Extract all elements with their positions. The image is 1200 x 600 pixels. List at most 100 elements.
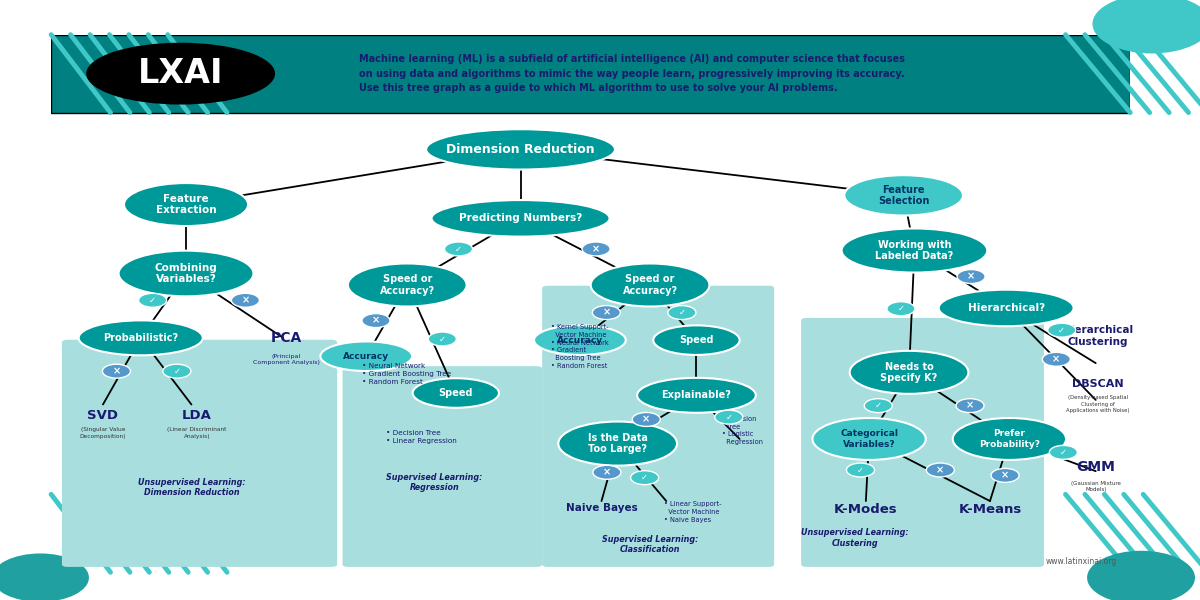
Text: Explainable?: Explainable? bbox=[661, 391, 731, 400]
Text: Combining
Variables?: Combining Variables? bbox=[155, 263, 217, 284]
Circle shape bbox=[1092, 0, 1200, 53]
Text: (Principal
Component Analysis): (Principal Component Analysis) bbox=[253, 354, 320, 365]
Text: ✓: ✓ bbox=[725, 413, 732, 422]
Text: ✓: ✓ bbox=[439, 334, 446, 343]
Text: ✓: ✓ bbox=[898, 304, 905, 313]
Circle shape bbox=[926, 463, 954, 477]
Text: • Neural Network
• Gradient Boosting Tree
• Random Forest: • Neural Network • Gradient Boosting Tre… bbox=[362, 363, 451, 385]
Ellipse shape bbox=[320, 341, 412, 371]
Text: Working with
Labeled Data?: Working with Labeled Data? bbox=[875, 240, 954, 262]
Text: ×: × bbox=[1001, 470, 1009, 481]
Text: (Linear Discriminant
Analysis): (Linear Discriminant Analysis) bbox=[167, 427, 227, 439]
Circle shape bbox=[846, 463, 875, 477]
Circle shape bbox=[1043, 352, 1070, 367]
Text: ×: × bbox=[966, 401, 974, 410]
Text: • Decision Tree
• Linear Regression: • Decision Tree • Linear Regression bbox=[385, 430, 456, 444]
Text: ✓: ✓ bbox=[641, 473, 648, 482]
Text: Probabilistic?: Probabilistic? bbox=[103, 333, 179, 343]
Text: ×: × bbox=[113, 366, 120, 376]
Circle shape bbox=[1087, 551, 1195, 600]
Ellipse shape bbox=[534, 325, 625, 355]
Text: ×: × bbox=[936, 465, 944, 475]
Circle shape bbox=[582, 242, 610, 256]
Ellipse shape bbox=[124, 183, 248, 226]
Text: ✓: ✓ bbox=[455, 244, 462, 253]
Text: ×: × bbox=[967, 272, 976, 281]
Text: Feature
Extraction: Feature Extraction bbox=[156, 194, 216, 215]
Text: (Singular Value
Decomposition): (Singular Value Decomposition) bbox=[79, 427, 126, 439]
Circle shape bbox=[991, 469, 1019, 482]
Text: Accuracy: Accuracy bbox=[557, 335, 602, 344]
Circle shape bbox=[102, 364, 131, 378]
Text: Speed or
Accuracy?: Speed or Accuracy? bbox=[379, 274, 434, 296]
Text: ×: × bbox=[241, 295, 250, 305]
Text: ✓: ✓ bbox=[678, 308, 685, 317]
Circle shape bbox=[1049, 445, 1078, 460]
Circle shape bbox=[163, 364, 191, 378]
Text: GMM: GMM bbox=[1076, 460, 1115, 473]
Ellipse shape bbox=[426, 129, 614, 170]
Text: SVD: SVD bbox=[88, 409, 119, 422]
Ellipse shape bbox=[119, 251, 253, 296]
Circle shape bbox=[428, 332, 456, 346]
Circle shape bbox=[958, 269, 985, 284]
FancyBboxPatch shape bbox=[542, 286, 774, 567]
Circle shape bbox=[593, 305, 620, 320]
FancyBboxPatch shape bbox=[802, 318, 1044, 567]
Text: LDA: LDA bbox=[182, 409, 211, 422]
Text: ✓: ✓ bbox=[173, 367, 180, 376]
Ellipse shape bbox=[590, 263, 709, 307]
Ellipse shape bbox=[841, 229, 988, 272]
FancyBboxPatch shape bbox=[52, 35, 1130, 113]
Ellipse shape bbox=[812, 418, 925, 460]
Ellipse shape bbox=[558, 422, 677, 466]
Text: Categorical
Variables?: Categorical Variables? bbox=[840, 429, 898, 449]
Text: Speed: Speed bbox=[438, 388, 473, 398]
Text: • Kernel Support-
  Vector Machine
• Neural Network
• Gradient
  Boosting Tree
•: • Kernel Support- Vector Machine • Neura… bbox=[551, 324, 608, 369]
Text: Unsupervised Learning:
Clustering: Unsupervised Learning: Clustering bbox=[802, 528, 908, 548]
Text: Predicting Numbers?: Predicting Numbers? bbox=[458, 214, 582, 223]
Ellipse shape bbox=[850, 351, 968, 394]
Text: Unsupervised Learning:
Dimension Reduction: Unsupervised Learning: Dimension Reducti… bbox=[138, 478, 245, 497]
Text: ✓: ✓ bbox=[1060, 448, 1067, 457]
Text: DBSCAN: DBSCAN bbox=[1072, 379, 1123, 389]
Text: (Density-based Spatial
Clustering of
Applications with Noise): (Density-based Spatial Clustering of App… bbox=[1066, 395, 1129, 413]
Text: ×: × bbox=[592, 244, 600, 254]
Text: Accuracy: Accuracy bbox=[343, 352, 389, 361]
Ellipse shape bbox=[432, 200, 610, 236]
Text: www.latinxinai.org: www.latinxinai.org bbox=[1046, 557, 1117, 566]
Ellipse shape bbox=[938, 290, 1074, 326]
Text: ×: × bbox=[602, 467, 611, 478]
Ellipse shape bbox=[86, 43, 275, 104]
Circle shape bbox=[668, 305, 696, 320]
Text: Hierarchical
Clustering: Hierarchical Clustering bbox=[1062, 325, 1134, 347]
Text: PCA: PCA bbox=[271, 331, 302, 345]
Ellipse shape bbox=[845, 175, 962, 215]
Text: K-Modes: K-Modes bbox=[834, 503, 898, 517]
Text: Feature
Selection: Feature Selection bbox=[878, 185, 929, 206]
Text: ×: × bbox=[602, 308, 611, 317]
Circle shape bbox=[887, 302, 914, 316]
Text: Speed: Speed bbox=[679, 335, 714, 345]
FancyBboxPatch shape bbox=[342, 366, 542, 567]
Circle shape bbox=[631, 470, 659, 485]
Text: Is the Data
Too Large?: Is the Data Too Large? bbox=[588, 433, 648, 454]
Text: Supervised Learning:
Classification: Supervised Learning: Classification bbox=[602, 535, 698, 554]
Text: K-Means: K-Means bbox=[959, 503, 1021, 517]
Circle shape bbox=[956, 398, 984, 413]
Text: ×: × bbox=[1052, 355, 1061, 364]
Text: Supervised Learning:
Regression: Supervised Learning: Regression bbox=[386, 473, 482, 493]
Ellipse shape bbox=[637, 378, 756, 413]
Circle shape bbox=[632, 412, 660, 427]
Text: Machine learning (ML) is a subfield of artificial intelligence (AI) and computer: Machine learning (ML) is a subfield of a… bbox=[359, 54, 905, 94]
Text: Dimension Reduction: Dimension Reduction bbox=[446, 143, 595, 156]
Text: ×: × bbox=[642, 415, 650, 424]
Circle shape bbox=[864, 398, 893, 413]
Text: • Decision
  Tree
• Logistic
  Regression: • Decision Tree • Logistic Regression bbox=[722, 416, 763, 445]
Circle shape bbox=[444, 242, 473, 256]
Text: ×: × bbox=[372, 316, 380, 326]
Text: • Linear Support-
  Vector Machine
• Naive Bayes: • Linear Support- Vector Machine • Naive… bbox=[664, 501, 721, 523]
Text: Hierarchical?: Hierarchical? bbox=[967, 303, 1045, 313]
Text: ✓: ✓ bbox=[1058, 326, 1066, 335]
Circle shape bbox=[362, 314, 390, 328]
